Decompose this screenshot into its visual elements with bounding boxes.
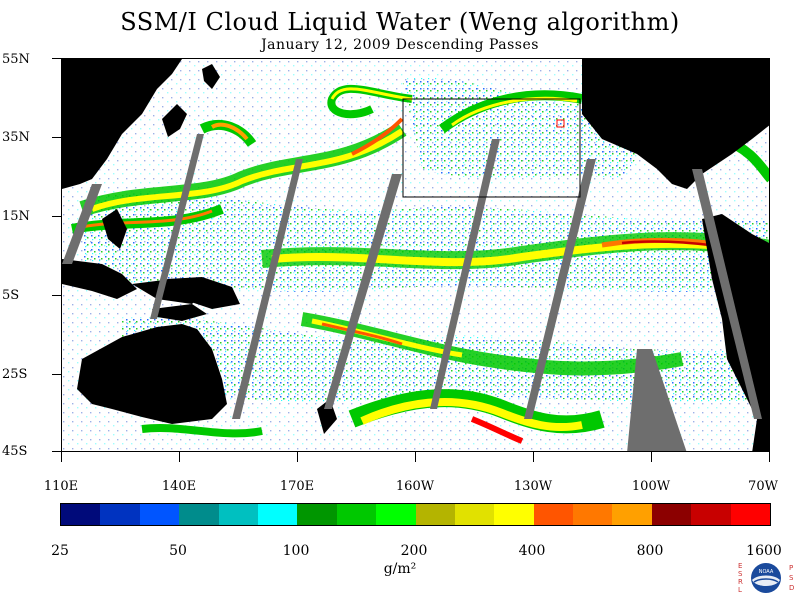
lat-tick bbox=[52, 58, 61, 59]
colorbar-label-50: 50 bbox=[169, 543, 187, 559]
colorbar-label-800: 800 bbox=[636, 543, 664, 559]
map-subtitle: January 12, 2009 Descending Passes bbox=[261, 37, 539, 53]
lat-label-55n: 55N bbox=[2, 52, 30, 67]
lon-tick bbox=[61, 452, 62, 462]
lat-label-15n: 15N bbox=[2, 209, 30, 224]
lon-label-140e: 140E bbox=[161, 479, 197, 494]
missing-data-swaths bbox=[62, 134, 762, 451]
map-title: SSM/I Cloud Liquid Water (Weng algorithm… bbox=[120, 8, 680, 36]
colorbar-segment-4 bbox=[218, 504, 258, 525]
logo-letter: P bbox=[789, 564, 793, 572]
lat-tick bbox=[52, 216, 61, 217]
colorbar-segment-13 bbox=[573, 504, 613, 525]
lat-tick bbox=[52, 451, 61, 452]
colorbar-unit-label: g/m² bbox=[383, 561, 417, 577]
marker-square bbox=[556, 119, 565, 128]
logo-letter: E bbox=[738, 562, 742, 570]
lat-label-25s: 25S bbox=[2, 367, 28, 382]
colorbar-segment-15 bbox=[651, 504, 692, 525]
colorbar-segment-3 bbox=[179, 504, 219, 525]
colorbar-segment-5 bbox=[257, 504, 298, 525]
lon-label-100w: 100W bbox=[631, 479, 671, 494]
colorbar-segment-9 bbox=[415, 504, 455, 525]
colorbar-segment-12 bbox=[533, 504, 574, 525]
lat-tick bbox=[52, 295, 61, 296]
logo-letter: R bbox=[738, 578, 743, 586]
colorbar-segment-8 bbox=[376, 504, 416, 525]
cloud-liquid-water-map bbox=[61, 58, 770, 452]
lon-label-130w: 130W bbox=[513, 479, 553, 494]
colorbar-segment-1 bbox=[100, 504, 140, 525]
colorbar-label-200: 200 bbox=[400, 543, 428, 559]
region-box bbox=[402, 98, 581, 198]
lat-label-45s: 45S bbox=[2, 444, 28, 459]
color-scale-bar bbox=[60, 503, 771, 526]
lon-tick bbox=[415, 452, 416, 462]
noaa-esrl-psd-logo: E S R L P S D NOAA bbox=[736, 558, 796, 598]
logo-letter: S bbox=[738, 570, 743, 578]
colorbar-segment-2 bbox=[139, 504, 180, 525]
lon-tick bbox=[651, 452, 652, 462]
colorbar-segment-6 bbox=[297, 504, 337, 525]
colorbar-segment-10 bbox=[454, 504, 495, 525]
logo-letter: S bbox=[789, 574, 794, 582]
colorbar-label-1600: 1600 bbox=[746, 543, 782, 559]
logo-letter: L bbox=[738, 586, 742, 594]
logo-letter: D bbox=[789, 584, 794, 592]
lon-tick bbox=[533, 452, 534, 462]
colorbar-label-25: 25 bbox=[51, 543, 69, 559]
colorbar-segment-0 bbox=[61, 504, 101, 525]
lat-label-35n: 35N bbox=[2, 130, 30, 145]
colorbar-label-100: 100 bbox=[282, 543, 310, 559]
colorbar-segment-14 bbox=[612, 504, 652, 525]
colorbar-segment-16 bbox=[691, 504, 731, 525]
colorbar-segment-7 bbox=[336, 504, 377, 525]
lon-label-160w: 160W bbox=[395, 479, 435, 494]
lon-tick bbox=[297, 452, 298, 462]
lon-label-110e: 110E bbox=[43, 479, 79, 494]
colorbar-segment-17 bbox=[730, 504, 771, 525]
lon-tick bbox=[769, 452, 770, 462]
lat-label-5s: 5S bbox=[2, 288, 20, 303]
colorbar-segment-11 bbox=[494, 504, 534, 525]
lon-label-70w: 70W bbox=[748, 479, 778, 494]
lon-label-170e: 170E bbox=[279, 479, 315, 494]
lon-tick bbox=[179, 452, 180, 462]
lat-tick bbox=[52, 137, 61, 138]
noaa-badge-text: NOAA bbox=[759, 569, 774, 575]
lat-tick bbox=[52, 374, 61, 375]
colorbar-label-400: 400 bbox=[518, 543, 546, 559]
